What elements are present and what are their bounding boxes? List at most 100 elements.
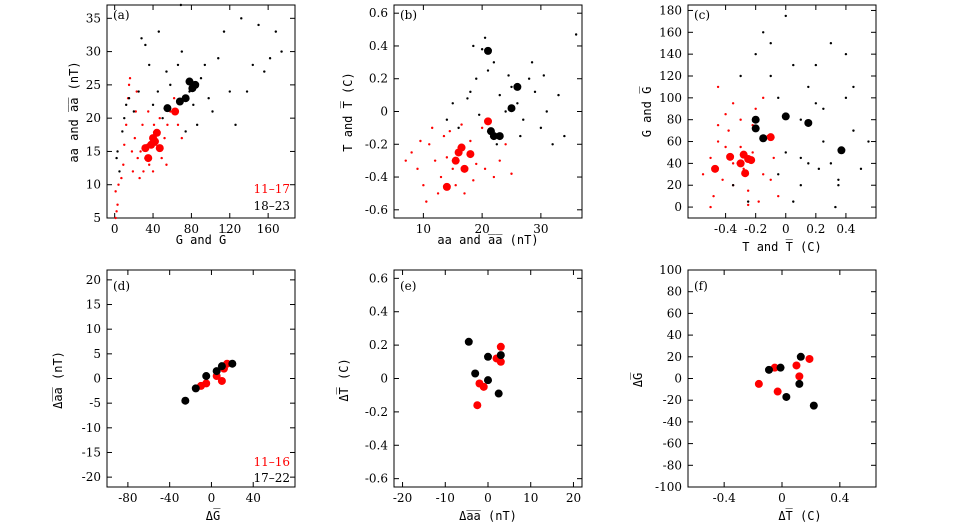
panel-d-ytick-label: -20 — [82, 470, 101, 484]
panel-e-point — [496, 357, 505, 366]
panel-b-point — [545, 110, 548, 113]
panel-b-point — [475, 162, 478, 166]
panel-c-ytick-label: 120 — [659, 69, 682, 83]
panel-f-ytick-label: -60 — [663, 437, 682, 451]
panel-a-ytick-label: 20 — [86, 111, 101, 125]
panel-d-ytick-label: 0 — [93, 372, 101, 386]
panel-b-point — [574, 33, 578, 36]
panel-a-legend-2: 18–23 — [253, 199, 290, 213]
panel-d-point — [202, 372, 211, 381]
panel-e-point — [496, 342, 505, 351]
panel-c-point — [814, 63, 818, 67]
panel-a-point — [156, 90, 160, 93]
panel-c-point — [711, 164, 720, 173]
panel-c-point — [746, 200, 750, 203]
panel-c-ytick-label: 180 — [659, 3, 682, 17]
panel-c-point — [799, 156, 802, 160]
panel-b-point — [519, 134, 522, 138]
panel-f-xlabel: ΔT̅ (C) — [778, 508, 821, 523]
panel-e-point — [484, 352, 492, 361]
panel-c-point — [762, 96, 765, 100]
panel-d-ytick-label: 5 — [93, 347, 101, 361]
panel-f-xtick-label: 0.4 — [830, 491, 849, 505]
panel-a-point — [122, 163, 125, 166]
panel-e-xtick-label: 10 — [523, 491, 538, 505]
panel-b-point — [457, 143, 466, 152]
panel-e-ytick-label: -0.6 — [365, 472, 388, 486]
panel-b-ytick-label: 0.2 — [369, 72, 388, 86]
panel-b-point — [477, 113, 481, 116]
panel-c-point — [792, 200, 795, 203]
panel-a-point — [116, 203, 119, 206]
panel-d-point — [212, 367, 221, 376]
panel-e-ytick-label: 0.6 — [369, 271, 388, 285]
panel-c-point — [739, 74, 742, 78]
panel-c-point — [822, 140, 825, 143]
panel-c-point — [724, 145, 727, 149]
panel-c-point — [709, 205, 712, 209]
panel-e-ytick-label: 0.4 — [369, 305, 388, 319]
panel-f-ytick-label: 100 — [659, 263, 682, 277]
panel-d-ylabel: Δa̅a̅ (nT) — [51, 351, 65, 409]
panel-a-point — [141, 123, 144, 127]
panel-f-ytick-label: 20 — [667, 350, 682, 364]
panel-c-point — [746, 189, 750, 192]
panel-e-point — [479, 382, 488, 391]
panel-e-point — [471, 369, 480, 378]
panel-c-point — [834, 205, 837, 209]
panel-f-point — [773, 387, 782, 396]
panel-d-label: (d) — [113, 279, 130, 293]
panel-a-point — [203, 63, 207, 67]
panel-a-ytick-label: 30 — [86, 45, 101, 59]
panel-a-point — [123, 116, 126, 120]
panel-b-frame — [393, 4, 583, 219]
panel-a-xtick-label: 0 — [111, 222, 119, 236]
panel-a-point — [152, 128, 161, 137]
panel-c-point — [844, 96, 848, 100]
panel-f-ytick-label: -80 — [663, 458, 682, 472]
panel-f-point — [754, 379, 763, 388]
panel-f-ytick-label: -20 — [663, 393, 682, 407]
panel-f-ytick-label: 80 — [667, 285, 682, 299]
panel-c-point — [739, 145, 742, 149]
panel-f-point — [776, 363, 785, 372]
panel-b-point — [460, 123, 463, 126]
panel-e-ytick-label: -0.2 — [365, 405, 388, 419]
panel-b-xtick-label: 30 — [533, 222, 548, 236]
panel-a-point — [114, 190, 117, 193]
panel-c-point — [859, 167, 863, 171]
panel-c-label: (c) — [694, 8, 710, 22]
panel-b-point — [507, 104, 516, 113]
panel-b-point — [557, 93, 560, 97]
panel-b-ylabel: T and T̅ (C) — [340, 72, 355, 151]
panel-c-point — [754, 107, 757, 110]
panel-b-xtick-label: 10 — [416, 222, 431, 236]
panel-a-point — [120, 176, 123, 180]
panel-d-point — [181, 396, 190, 405]
panel-a-point — [274, 30, 278, 33]
panel-c-point — [844, 52, 848, 56]
panel-b-point — [533, 90, 537, 94]
panel-e-xtick-label: -10 — [436, 491, 455, 505]
panel-b-ytick-label: -0.4 — [365, 170, 389, 184]
panel-d-ytick-label: 15 — [86, 298, 101, 312]
panel-e-ytick-label: -0.4 — [365, 438, 389, 452]
panel-e-point — [496, 351, 505, 360]
panel-c-point — [724, 113, 727, 116]
panel-d-xlabel: ΔG̅ — [206, 508, 222, 523]
panel-f-ytick-label: 60 — [667, 306, 682, 320]
panel-d-point — [191, 384, 200, 393]
panel-a-point — [116, 150, 119, 153]
panel-f-point — [782, 392, 791, 401]
panel-d-xtick-label: 40 — [246, 491, 261, 505]
panel-b-point — [498, 159, 501, 162]
panel-e-ylabel: ΔT̅ (C) — [336, 358, 351, 401]
panel-c-ytick-label: 80 — [667, 113, 682, 127]
panel-e-ytick-label: 0 — [380, 372, 388, 386]
panel-e-xtick-label: 20 — [566, 491, 581, 505]
panel-a-point — [165, 70, 168, 73]
panel-b-point — [428, 143, 431, 146]
panel-c-point — [731, 162, 735, 165]
panel-a-ytick-label: 10 — [86, 178, 101, 192]
panel-c-xtick-label: -0.2 — [744, 222, 767, 236]
